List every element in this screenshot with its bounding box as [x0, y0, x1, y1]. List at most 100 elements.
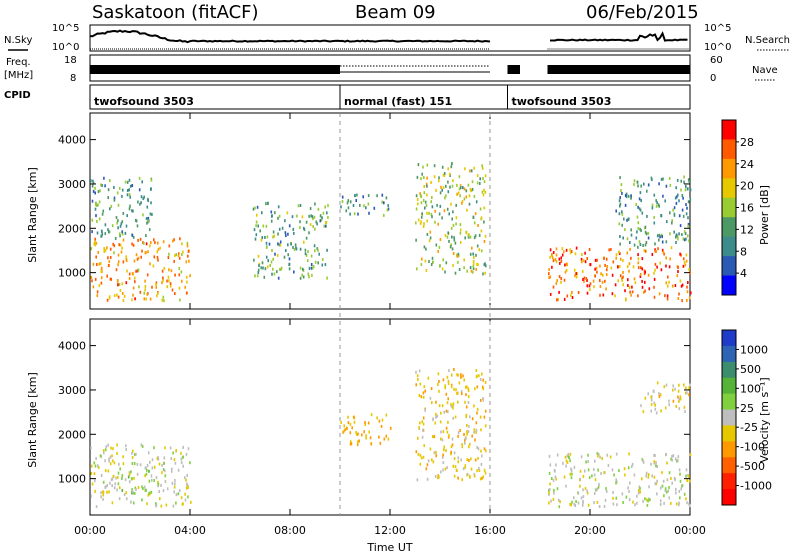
data-point [672, 388, 674, 392]
y-tick-label-3: 1000 [58, 473, 86, 486]
cpid-panel-frame [89, 84, 691, 110]
data-point [641, 279, 643, 283]
data-point [310, 214, 312, 218]
data-point [131, 451, 133, 455]
data-point [553, 491, 555, 495]
data-point [326, 248, 328, 252]
data-point [170, 469, 173, 473]
data-point [564, 270, 567, 274]
data-point [172, 451, 174, 455]
data-point [594, 459, 596, 463]
power-ylabel: Slant Range [km] [26, 167, 39, 263]
data-point [279, 240, 282, 244]
data-point [474, 212, 477, 216]
data-point [132, 501, 135, 505]
data-point [617, 279, 619, 283]
data-point [283, 255, 286, 259]
data-point [586, 291, 589, 295]
data-point [660, 486, 662, 490]
data-point [685, 184, 687, 188]
data-point [273, 234, 275, 238]
data-point [655, 482, 658, 486]
data-point [438, 212, 441, 216]
data-point [386, 208, 389, 212]
data-point [471, 246, 473, 250]
data-point [669, 257, 671, 261]
data-point [357, 212, 359, 216]
data-point [660, 214, 662, 217]
data-point [426, 211, 428, 215]
data-point [370, 413, 373, 417]
data-point [347, 421, 350, 425]
data-point [169, 446, 172, 450]
data-point [605, 257, 608, 261]
data-point [420, 201, 423, 205]
data-point [665, 240, 668, 244]
data-point [637, 491, 640, 495]
data-point [442, 430, 445, 434]
data-point [468, 202, 471, 206]
data-point [148, 491, 150, 495]
data-point [277, 232, 279, 236]
data-point [346, 427, 348, 431]
data-point [463, 258, 465, 262]
data-point [356, 433, 358, 436]
data-point [483, 188, 485, 192]
data-point [442, 453, 444, 457]
data-point [439, 264, 441, 268]
data-point [664, 294, 666, 298]
data-point [98, 284, 101, 288]
data-point [416, 175, 419, 179]
data-point [110, 478, 113, 482]
data-point [658, 292, 661, 296]
data-point [454, 241, 457, 245]
data-point [636, 215, 639, 219]
data-point [119, 288, 122, 292]
data-point [618, 250, 620, 254]
data-point [688, 179, 690, 183]
data-point [593, 492, 596, 495]
data-point [96, 220, 98, 223]
data-point [318, 252, 320, 256]
data-point [588, 284, 591, 288]
data-point [184, 476, 186, 480]
data-point [146, 292, 149, 296]
data-point [312, 266, 314, 270]
data-point [446, 375, 449, 379]
data-point [140, 443, 143, 447]
data-point [175, 493, 178, 497]
data-point [643, 182, 645, 186]
data-point [441, 438, 444, 442]
data-point [256, 274, 259, 278]
velocity-scatter [90, 368, 692, 509]
data-point [455, 216, 458, 220]
data-point [115, 268, 118, 272]
data-point [128, 472, 131, 476]
data-point [452, 179, 454, 183]
beam-title: Beam 09 [355, 2, 436, 23]
data-point [187, 254, 189, 258]
data-point [606, 268, 608, 272]
data-point [672, 384, 674, 388]
data-point [653, 460, 656, 464]
power-scatter [90, 162, 692, 303]
data-point [584, 260, 587, 264]
data-point [299, 276, 302, 280]
data-point [175, 253, 177, 257]
data-point [341, 200, 344, 203]
data-point [104, 469, 107, 473]
data-point [184, 498, 187, 502]
data-point [188, 259, 190, 263]
data-point [133, 259, 136, 263]
data-point [133, 491, 136, 495]
data-point [442, 186, 445, 190]
data-point [117, 260, 120, 264]
data-point [630, 228, 632, 232]
data-point [483, 240, 486, 243]
data-point [645, 498, 648, 502]
x-tick-label-3: 12:00 [374, 524, 406, 537]
data-point [624, 289, 626, 293]
data-point [113, 294, 116, 297]
data-point [450, 403, 452, 407]
